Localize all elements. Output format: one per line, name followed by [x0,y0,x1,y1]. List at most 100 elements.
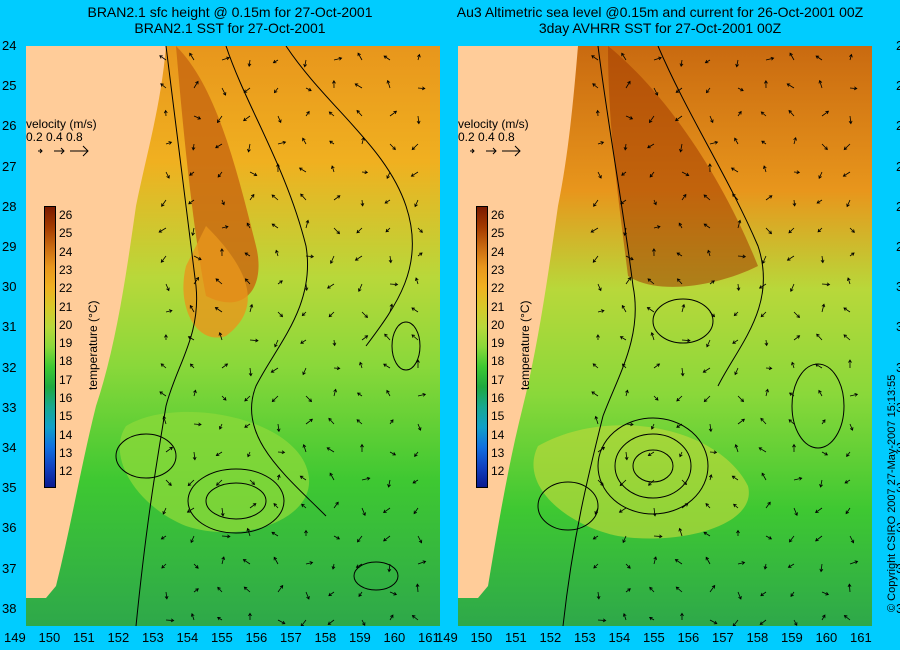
velocity-vector [704,59,711,64]
lon-tick-label: 150 [470,630,493,645]
velocity-vector [357,52,363,61]
velocity-vector [623,143,628,151]
velocity-vector [389,110,398,117]
lat-tick-label: 32 [896,359,900,375]
colorbar-tick-label: 16 [491,391,505,405]
velocity-vector [597,283,602,292]
velocity-vector [216,479,223,486]
lat-tick-label: 30 [896,279,900,295]
velocity-vector [847,583,852,593]
velocity-vector [625,389,629,397]
velocity-vector [189,52,195,61]
velocity-vector [621,304,627,313]
velocity-vector [243,87,251,93]
left-velocity-legend: velocity (m/s) 0.2 0.4 0.8 [26,118,97,161]
velocity-vector [731,475,739,481]
colorbar-tick-label: 26 [59,208,73,222]
velocity-vector [276,423,281,433]
velocity-vector [597,446,606,453]
velocity-vector [271,194,279,201]
right-land [458,46,578,598]
velocity-vector [328,591,335,597]
velocity-vector [846,199,851,208]
velocity-vector [188,199,195,205]
velocity-vector [734,443,739,453]
velocity-vector [786,83,795,89]
velocity-vector [331,165,335,173]
velocity-vector [333,227,341,235]
velocity-vector [249,338,259,343]
velocity-vector [737,110,742,117]
velocity-vector [221,363,229,369]
velocity-vector [193,276,200,285]
velocity-vector [221,87,227,96]
velocity-vector [761,140,767,145]
velocity-vector [215,278,223,285]
velocity-vector [359,361,363,369]
velocity-vector [792,199,797,207]
left-warm-current [176,46,259,303]
velocity-vector [356,109,363,117]
velocity-vector [383,363,391,369]
velocity-vector [193,80,199,89]
lat-tick-label: 28 [896,198,900,214]
lon-tick-label: 160 [383,630,406,645]
velocity-vector [821,614,826,621]
velocity-vector [849,423,854,431]
lon-tick-label: 153 [142,630,164,645]
velocity-vector [619,336,627,341]
velocity-vector [299,475,307,481]
velocity-vector [709,115,714,124]
velocity-vector [244,423,251,428]
velocity-vector [736,283,741,292]
velocity-vector [791,361,795,369]
velocity-vector [417,53,421,61]
velocity-vector [385,227,391,233]
velocity-vector [273,87,279,94]
velocity-vector [765,56,775,61]
lat-tick-label: 24 [896,38,900,53]
velocity-vector [277,115,282,124]
velocity-vector [221,56,230,61]
velocity-vector [217,616,223,621]
velocity-vector [192,451,197,461]
colorbar-tick-label: 13 [491,445,505,460]
velocity-vector [354,83,363,89]
velocity-vector [709,584,716,593]
velocity-vector [703,531,711,537]
velocity-vector [737,87,744,92]
lon-tick-label: 151 [505,630,527,645]
colorbar-tick-label: 16 [59,391,73,405]
velocity-vector [191,143,196,151]
velocity-vector [298,167,307,173]
velocity-vector [302,443,307,453]
lat-tick-label: 25 [2,78,17,94]
velocity-vector [411,334,419,341]
velocity-vector [821,110,830,117]
velocity-vector [737,591,742,600]
velocity-vector [246,527,251,537]
velocity-vector [193,389,197,397]
right-panel-title: Au3 Altimetric sea level @0.15m and curr… [440,4,880,36]
velocity-vector [815,55,823,61]
velocity-vector [793,311,801,319]
velocity-vector [761,472,767,481]
velocity-vector [356,227,363,234]
lat-tick-label: 25 [896,78,900,94]
lon-tick-label: 156 [245,630,268,645]
velocity-vector [597,618,607,623]
velocity-vector [328,111,335,117]
velocity-vector [703,223,711,229]
velocity-vector [730,167,739,173]
velocity-vector [411,615,419,621]
velocity-vector [217,171,223,178]
velocity-vector [242,559,251,565]
velocity-vector [649,616,655,621]
velocity-vector [681,503,689,509]
velocity-vector [793,335,801,341]
velocity-vector [625,255,634,261]
velocity-vector [625,422,634,427]
velocity-vector [160,363,167,369]
velocity-vector [247,143,251,153]
right-title-line1: Au3 Altimetric sea level @0.15m and curr… [456,4,864,20]
